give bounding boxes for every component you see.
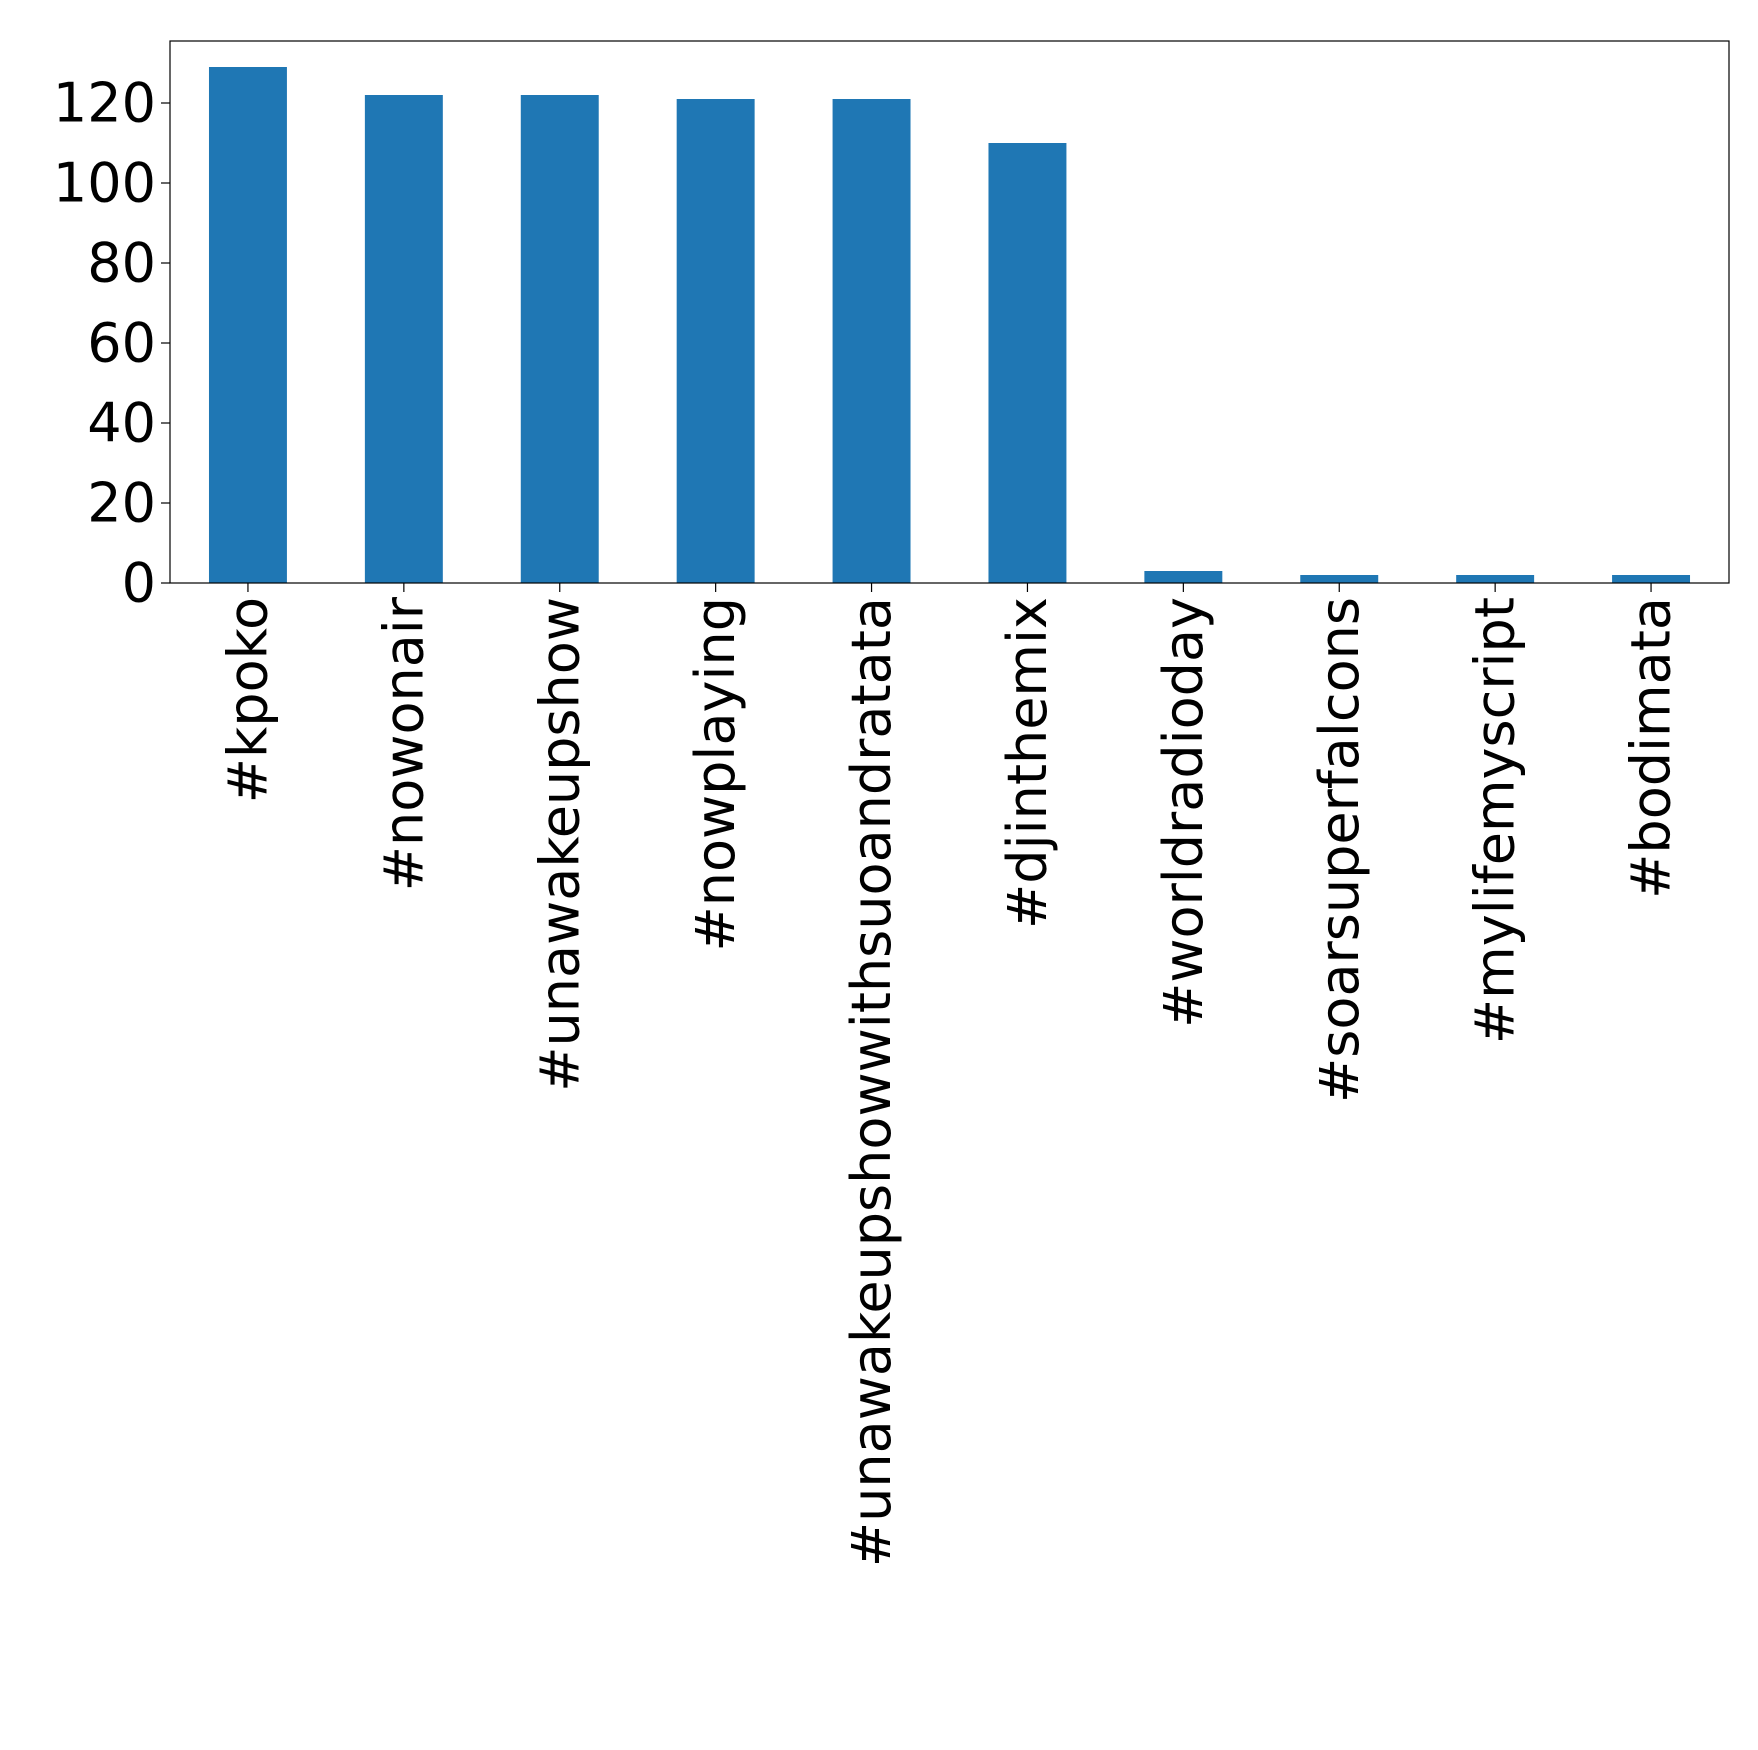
y-tick-label: 80: [87, 232, 156, 295]
bar-bodimata: [1612, 575, 1691, 583]
bar-soarsuperfalcons: [1300, 575, 1379, 583]
y-axis: 0 20 40 60 80 100 120: [53, 72, 170, 615]
x-tick-label: #kpoko: [216, 597, 279, 803]
y-tick-label: 20: [87, 472, 156, 535]
x-tick-label: #mylifemyscript: [1464, 597, 1527, 1044]
x-tick-label: #worldradioday: [1152, 597, 1215, 1028]
x-tick-label: #soarsuperfalcons: [1308, 597, 1371, 1103]
bar-nowonair: [364, 95, 443, 583]
bars-group: [208, 67, 1691, 583]
bar-nowplaying: [676, 99, 755, 583]
x-tick-label: #bodimata: [1620, 597, 1683, 899]
x-tick-label: #nowonair: [372, 596, 435, 891]
y-tick-label: 120: [53, 72, 156, 135]
bar-worldradioday: [1144, 571, 1223, 583]
y-tick-label: 40: [87, 392, 156, 455]
plot-frame: [169, 40, 1730, 584]
x-tick-label: #nowplaying: [684, 597, 747, 952]
x-tick-label: #unawakeupshowwithsuoandratata: [840, 597, 903, 1567]
bar-djinthemix: [988, 143, 1067, 583]
bar-unawakeupshowwithsuoandratata: [832, 99, 911, 583]
x-axis: #kpoko #nowonair #unawakeupshow #nowplaying…: [216, 583, 1683, 1567]
x-tick-label: #unawakeupshow: [528, 597, 591, 1092]
bar-unawakeupshow: [520, 95, 599, 583]
y-tick-label: 100: [53, 152, 156, 215]
y-tick-label: 60: [87, 312, 156, 375]
bar-kpoko: [208, 67, 287, 583]
x-tick-label: #djinthemix: [996, 597, 1059, 929]
bar-mylifemyscript: [1456, 575, 1535, 583]
y-tick-label: 0: [122, 552, 156, 615]
